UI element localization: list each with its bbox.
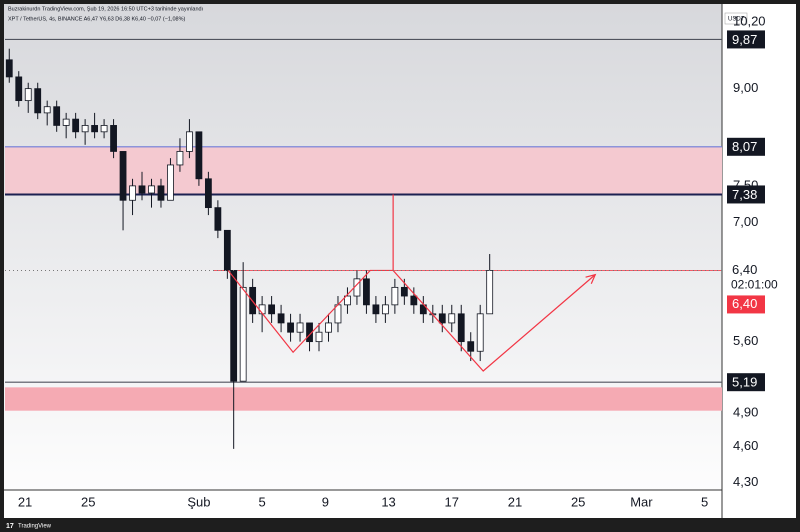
brand: TradingView	[18, 524, 52, 530]
candle-body	[53, 106, 61, 126]
y-tick-label: 4,90	[733, 404, 758, 419]
price-label-box	[727, 137, 765, 156]
candle-body	[15, 76, 23, 102]
candle-body	[148, 185, 155, 194]
candle-body	[100, 125, 108, 133]
price-label: 7,38	[732, 187, 757, 202]
x-tick-label: Mar	[630, 494, 653, 509]
currency-box	[724, 12, 748, 25]
x-tick-label: 25	[81, 494, 95, 509]
candle-body	[5, 59, 13, 78]
candle-body	[438, 313, 446, 324]
x-tick-label: 17	[445, 494, 459, 509]
price-label-box	[727, 185, 765, 204]
candle-body	[110, 125, 117, 152]
x-tick-label: 5	[701, 494, 708, 509]
x-tick-label: 9	[322, 494, 329, 509]
candle-body	[239, 286, 247, 382]
candle-body	[315, 331, 323, 343]
candle-body	[62, 118, 70, 126]
candle-body	[223, 229, 231, 271]
candle-body	[277, 313, 285, 324]
symbol-info: XPT / TetherUS, 4s, BINANCE A6,47 Y6,63 …	[8, 16, 185, 22]
candle-body	[296, 322, 304, 333]
candle-body	[325, 322, 332, 333]
countdown: 02:01:00	[731, 278, 778, 292]
last-price-box	[727, 261, 777, 294]
x-tick-label: Şub	[187, 494, 210, 509]
candle-body	[138, 185, 146, 194]
candle-body	[467, 341, 475, 352]
candle-body	[91, 125, 99, 133]
candle-body	[391, 286, 399, 306]
candle-body	[204, 178, 212, 209]
y-tick-label: 4,60	[733, 438, 758, 453]
candle-body	[176, 151, 184, 166]
zone	[5, 387, 722, 411]
price-label: 5,19	[732, 375, 757, 390]
candle-body	[268, 304, 276, 315]
candle-body	[186, 131, 193, 152]
x-tick-label: 21	[18, 494, 32, 509]
currency: USDT	[728, 17, 745, 23]
y-tick-label: 7,00	[733, 214, 758, 229]
last-price-label: 6,40	[732, 262, 757, 277]
candle-body	[214, 207, 222, 231]
candle-body	[344, 295, 351, 306]
x-tick-label: 13	[381, 494, 395, 509]
candle-body	[410, 295, 418, 306]
candle-body	[363, 278, 370, 306]
y-tick-label: 5,60	[733, 333, 758, 348]
candle-body	[43, 106, 51, 114]
arrow-head	[585, 273, 597, 285]
candle-body	[81, 125, 89, 133]
candle-body	[24, 88, 32, 102]
price-axis-panel	[722, 4, 796, 518]
candle-body	[119, 151, 127, 201]
candle-body	[195, 131, 203, 180]
logo: 17	[6, 523, 14, 530]
candle-body	[157, 185, 165, 201]
x-tick-label: 5	[259, 494, 266, 509]
alert-price-label: 6,40	[732, 296, 757, 311]
zone	[5, 146, 722, 195]
y-tick-label: 4,30	[733, 474, 758, 489]
candle-body	[167, 164, 174, 201]
candle-body	[34, 88, 42, 114]
candle-body	[400, 286, 408, 297]
x-tick-label: 25	[571, 494, 585, 509]
candle-body	[129, 185, 136, 201]
y-tick-label: 10,20	[733, 13, 766, 28]
candle-body	[372, 304, 380, 315]
candle-body	[486, 270, 494, 315]
publish-note: Buzrakinurdn TradingView.com, Şub 19, 20…	[8, 6, 203, 12]
y-tick-label: 9,00	[733, 80, 758, 95]
candle-body	[381, 304, 389, 315]
price-label-box	[727, 30, 765, 49]
price-label: 8,07	[732, 139, 757, 154]
candle-body	[287, 322, 294, 333]
price-label-box	[727, 373, 765, 392]
price-label: 9,87	[732, 32, 757, 47]
candle-body	[448, 313, 456, 324]
chart-background	[4, 4, 796, 518]
alert-price-box	[727, 295, 765, 314]
time-axis-panel	[4, 490, 722, 518]
footer	[0, 518, 800, 532]
x-tick-label: 21	[508, 494, 522, 509]
candle-body	[72, 118, 80, 133]
candle-body	[457, 313, 465, 343]
candle-body	[230, 270, 238, 382]
candle-body	[476, 313, 484, 352]
